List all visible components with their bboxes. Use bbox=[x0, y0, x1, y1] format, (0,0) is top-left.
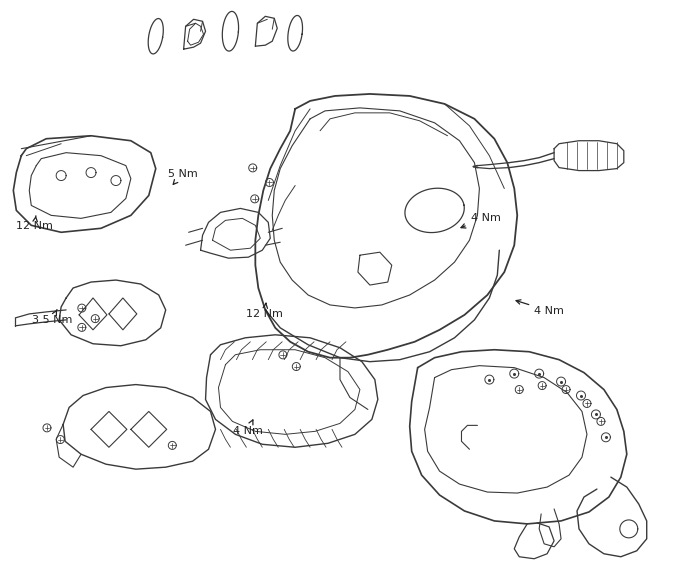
Text: 12 Nm: 12 Nm bbox=[16, 216, 53, 231]
Text: 3.5 Nm: 3.5 Nm bbox=[32, 309, 72, 325]
Text: 4 Nm: 4 Nm bbox=[461, 212, 501, 228]
Text: 5 Nm: 5 Nm bbox=[168, 168, 197, 184]
Text: 12 Nm: 12 Nm bbox=[246, 303, 283, 319]
Text: 4 Nm: 4 Nm bbox=[516, 300, 564, 316]
Text: 4 Nm: 4 Nm bbox=[233, 420, 262, 436]
